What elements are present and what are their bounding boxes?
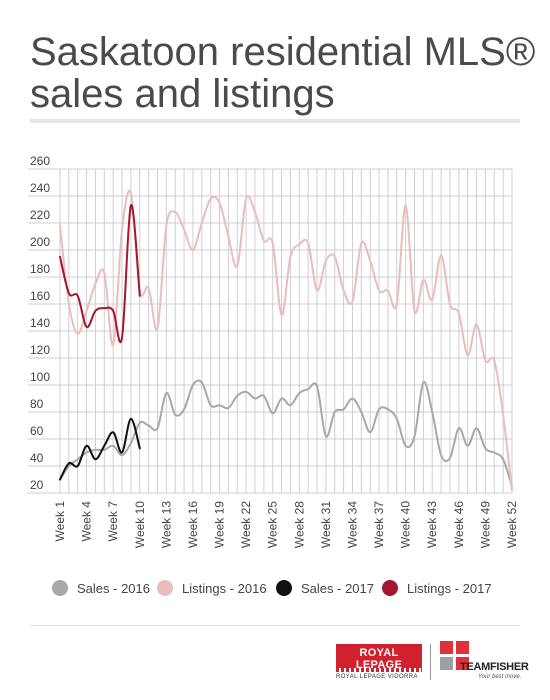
y-tick-label: 240 [30,181,50,195]
legend-swatch-listings-2016 [157,580,173,596]
team-fisher-logo-square [456,641,469,654]
royal-lepage-logo-box [336,644,422,668]
x-tick-label: Week 4 [80,501,94,542]
series-line-listings-2017 [59,204,141,343]
y-tick-label: 60 [30,424,44,438]
legend-label-listings-2016: Listings - 2016 [182,580,267,596]
y-tick-label: 180 [30,262,50,276]
x-tick-label: Week 52 [505,501,519,548]
y-tick-label: 160 [30,289,50,303]
x-tick-label: Week 1 [53,501,67,542]
x-axis-ticks: Week 1 Week 4 Week 7 Week 10 Week 13 Week 16 W… [53,501,519,548]
page-title-line-1: Saskatoon residential MLS® [30,30,536,74]
x-tick-label: Week 28 [292,501,306,548]
legend-swatch-sales-2016 [52,580,68,596]
series-line-sales-2016 [59,379,513,488]
x-tick-label: Week 16 [186,501,200,548]
team-fisher-logo: TEAMFISHER Your best move. [440,641,529,681]
royal-lepage-logo-stripe [336,668,422,672]
x-tick-label: Week 7 [106,501,120,542]
y-tick-label: 140 [30,316,50,330]
chart-grid [28,168,513,494]
team-fisher-logo-tagline: Your best move. [478,674,522,680]
series-line-listings-2016 [59,189,513,492]
y-tick-label: 220 [30,208,50,222]
x-tick-label: Week 13 [159,501,173,548]
y-tick-label: 20 [30,478,44,492]
y-tick-label: 80 [30,397,44,411]
legend-swatch-listings-2017 [382,580,398,596]
legend-item-sales-2016: Sales - 2016 [52,578,150,598]
x-tick-label: Week 10 [133,501,147,548]
legend-item-listings-2016: Listings - 2016 [157,578,267,598]
legend-item-sales-2017: Sales - 2017 [276,578,374,598]
royal-lepage-logo: ROYAL LEPAGE ROYAL LEPAGE VIDORRA [336,644,426,682]
chart-series-lines [59,189,513,492]
team-fisher-logo-square [440,641,453,654]
legend-item-listings-2017: Listings - 2017 [382,578,492,598]
page-title-line-2: sales and listings [30,72,335,116]
y-tick-label: 40 [30,451,44,465]
x-tick-label: Week 25 [266,501,280,548]
y-axis-ticks: 20 40 60 80 100 120 140 160 180 200 220 240 260 [30,154,50,492]
legend-label-listings-2017: Listings - 2017 [407,580,492,596]
team-fisher-logo-square [440,657,453,670]
line-chart: 20 40 60 80 100 120 140 160 180 200 220 240 260 Week… [28,154,519,548]
x-tick-label: Week 40 [399,501,413,548]
legend-label-sales-2017: Sales - 2017 [301,580,374,596]
x-tick-label: Week 19 [213,501,227,548]
x-tick-label: Week 22 [239,501,253,548]
series-line-sales-2017 [59,417,141,481]
team-fisher-logo-text: TEAMFISHER [460,661,529,673]
x-tick-label: Week 49 [478,501,492,548]
y-tick-label: 200 [30,235,50,249]
x-tick-label: Week 31 [319,501,333,548]
title-divider [30,119,520,123]
x-tick-label: Week 37 [372,501,386,548]
y-tick-label: 120 [30,343,50,357]
y-tick-label: 260 [30,154,50,168]
y-tick-label: 100 [30,370,50,384]
legend-swatch-sales-2017 [276,580,292,596]
x-tick-label: Week 46 [452,501,466,548]
footer-divider [30,625,520,626]
x-tick-label: Week 43 [425,501,439,548]
legend-label-sales-2016: Sales - 2016 [77,580,150,596]
x-tick-label: Week 34 [345,501,359,548]
logo-separator [430,644,431,680]
team-fisher-logo-square [456,657,469,670]
royal-lepage-logo-subtext: ROYAL LEPAGE VIDORRA [336,674,418,680]
chart-legend: Sales - 2016 Listings - 2016 Sales - 201… [0,578,550,598]
